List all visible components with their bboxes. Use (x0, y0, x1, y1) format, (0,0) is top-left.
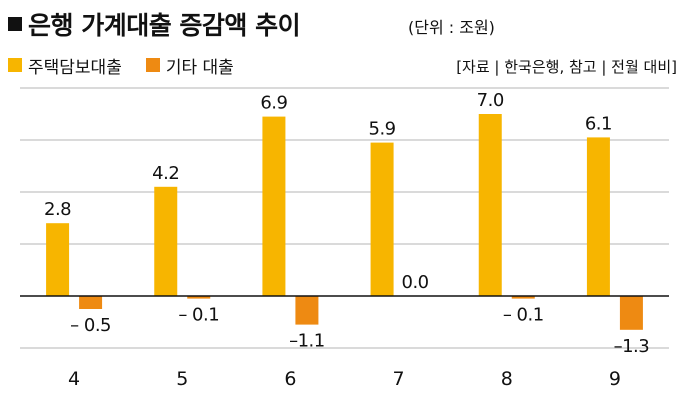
data-label-mortgage: 2.8 (44, 199, 71, 220)
bar-other-loans (79, 296, 103, 309)
x-tick-label: 7 (393, 368, 405, 390)
bar-mortgage (478, 114, 502, 296)
data-label-other-loans: 0.0 (402, 272, 429, 293)
data-label-mortgage: 6.1 (585, 113, 612, 134)
title-square-icon (8, 17, 22, 31)
bar-other-loans (295, 296, 319, 325)
x-tick-label: 4 (68, 368, 80, 390)
legend-swatch-other-loans (145, 58, 160, 72)
data-label-other-loans: – 0.1 (503, 305, 544, 326)
bar-mortgage (586, 137, 610, 296)
data-label-mortgage: 6.9 (260, 93, 287, 114)
data-label-mortgage: 5.9 (369, 119, 396, 140)
x-tick-label: 6 (284, 368, 296, 390)
x-tick-label: 5 (176, 368, 188, 390)
chart-title: 은행 가계대출 증감액 추이 (8, 6, 301, 42)
data-label-other-loans: –1.3 (614, 336, 650, 357)
bar-mortgage (370, 142, 394, 296)
bar-other-loans (619, 296, 643, 330)
bar-mortgage (262, 116, 286, 296)
legend-label-other-loans: 기타 대출 (165, 57, 234, 78)
legend: 주택담보대출 기타 대출 (8, 54, 258, 78)
data-label-mortgage: 7.0 (477, 90, 504, 111)
bar-mortgage (46, 223, 70, 296)
source-note: [자료 | 한국은행, 참고 | 전월 대비] (456, 58, 677, 76)
bar-mortgage (154, 186, 178, 296)
data-label-other-loans: – 0.1 (178, 305, 219, 326)
data-label-mortgage: 4.2 (152, 163, 179, 184)
data-label-other-loans: – 0.5 (70, 315, 111, 336)
x-tick-label: 9 (609, 368, 621, 390)
bar-other-loans (511, 296, 535, 299)
x-tick-label: 8 (501, 368, 513, 390)
data-label-other-loans: –1.1 (289, 331, 325, 352)
legend-swatch-mortgage (8, 58, 22, 72)
legend-label-mortgage: 주택담보대출 (28, 57, 122, 78)
unit-label: (단위 : 조원) (408, 18, 495, 37)
chart-title-text: 은행 가계대출 증감액 추이 (28, 11, 301, 40)
bar-other-loans (187, 296, 211, 299)
